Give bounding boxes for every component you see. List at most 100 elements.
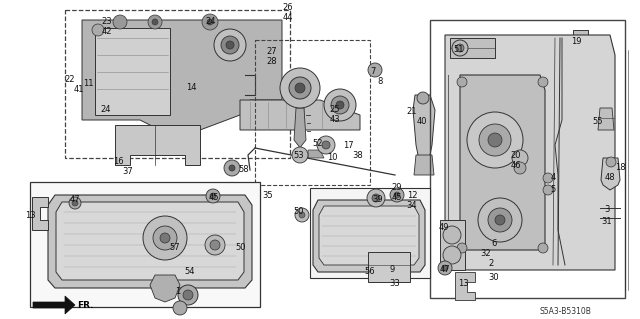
Text: 1: 1 (175, 286, 180, 295)
Circle shape (178, 285, 198, 305)
Circle shape (317, 136, 335, 154)
Text: 52: 52 (313, 138, 323, 147)
Text: 53: 53 (294, 151, 304, 160)
Text: 50: 50 (236, 242, 246, 251)
Text: 32: 32 (481, 249, 492, 258)
Circle shape (417, 92, 429, 104)
Text: 55: 55 (593, 117, 604, 127)
Text: 9: 9 (389, 265, 395, 275)
Circle shape (606, 157, 616, 167)
Text: 30: 30 (489, 272, 499, 281)
Text: 44: 44 (283, 13, 293, 23)
Text: 40: 40 (417, 117, 428, 127)
Text: FR.: FR. (77, 301, 93, 310)
Text: 10: 10 (327, 153, 337, 162)
Text: 50: 50 (294, 207, 304, 217)
Text: 46: 46 (511, 160, 522, 169)
Text: 8: 8 (378, 78, 383, 86)
Text: 25: 25 (330, 106, 340, 115)
Polygon shape (82, 20, 282, 130)
Circle shape (207, 19, 213, 25)
Circle shape (113, 15, 127, 29)
Circle shape (292, 147, 308, 163)
Text: 24: 24 (205, 18, 216, 26)
Text: 39: 39 (372, 196, 383, 204)
Text: 41: 41 (74, 85, 84, 94)
Text: 13: 13 (25, 211, 35, 219)
Text: 20: 20 (511, 151, 521, 160)
Circle shape (152, 19, 158, 25)
Polygon shape (294, 108, 306, 148)
Text: 56: 56 (365, 268, 375, 277)
Text: 7: 7 (371, 68, 376, 77)
Circle shape (331, 96, 349, 114)
Polygon shape (601, 158, 620, 190)
Polygon shape (33, 296, 75, 314)
Text: 58: 58 (239, 166, 250, 174)
Circle shape (467, 112, 523, 168)
Text: 49: 49 (439, 224, 449, 233)
Circle shape (479, 124, 511, 156)
Text: 23: 23 (102, 18, 112, 26)
Circle shape (457, 243, 467, 253)
Circle shape (153, 226, 177, 250)
Polygon shape (455, 272, 475, 300)
Circle shape (443, 246, 461, 264)
Text: 6: 6 (492, 240, 497, 249)
Circle shape (543, 185, 553, 195)
Polygon shape (319, 206, 419, 265)
Polygon shape (445, 35, 615, 270)
Text: 43: 43 (330, 115, 340, 124)
Text: 34: 34 (406, 202, 417, 211)
Circle shape (221, 36, 239, 54)
Polygon shape (414, 155, 434, 175)
Text: 2: 2 (488, 258, 493, 268)
Bar (430, 20, 625, 298)
Text: 37: 37 (123, 167, 133, 176)
Polygon shape (32, 197, 48, 230)
Circle shape (394, 192, 400, 198)
Text: 12: 12 (407, 191, 417, 201)
Text: 17: 17 (342, 140, 353, 150)
Circle shape (295, 208, 309, 222)
Text: 16: 16 (113, 158, 124, 167)
Polygon shape (115, 125, 200, 165)
Circle shape (205, 235, 225, 255)
Text: 45: 45 (209, 192, 220, 202)
Circle shape (299, 212, 305, 218)
Circle shape (183, 290, 193, 300)
Text: 22: 22 (65, 76, 76, 85)
Circle shape (210, 193, 216, 199)
Polygon shape (48, 195, 252, 288)
Text: 42: 42 (102, 27, 112, 36)
Text: 18: 18 (614, 164, 625, 173)
Text: 13: 13 (458, 279, 468, 288)
Circle shape (456, 44, 464, 52)
Text: 14: 14 (186, 84, 196, 93)
Text: S5A3-B5310B: S5A3-B5310B (539, 308, 591, 316)
Circle shape (512, 150, 528, 166)
Circle shape (368, 63, 382, 77)
Circle shape (289, 77, 311, 99)
Circle shape (72, 200, 78, 206)
Bar (368, 252, 410, 282)
Polygon shape (440, 220, 465, 270)
Bar (65, 10, 290, 158)
Circle shape (514, 162, 526, 174)
Text: 31: 31 (602, 218, 612, 226)
Polygon shape (56, 202, 244, 280)
Polygon shape (573, 30, 588, 65)
Circle shape (367, 189, 385, 207)
Text: 4: 4 (550, 174, 556, 182)
Text: 57: 57 (170, 242, 180, 251)
Circle shape (495, 215, 505, 225)
Bar (310, 188, 430, 278)
Text: 48: 48 (605, 174, 615, 182)
Circle shape (173, 301, 187, 315)
Circle shape (206, 189, 220, 203)
Circle shape (390, 188, 404, 202)
Text: 29: 29 (392, 183, 403, 192)
Polygon shape (95, 28, 170, 115)
Circle shape (478, 198, 522, 242)
Text: 11: 11 (83, 78, 93, 87)
